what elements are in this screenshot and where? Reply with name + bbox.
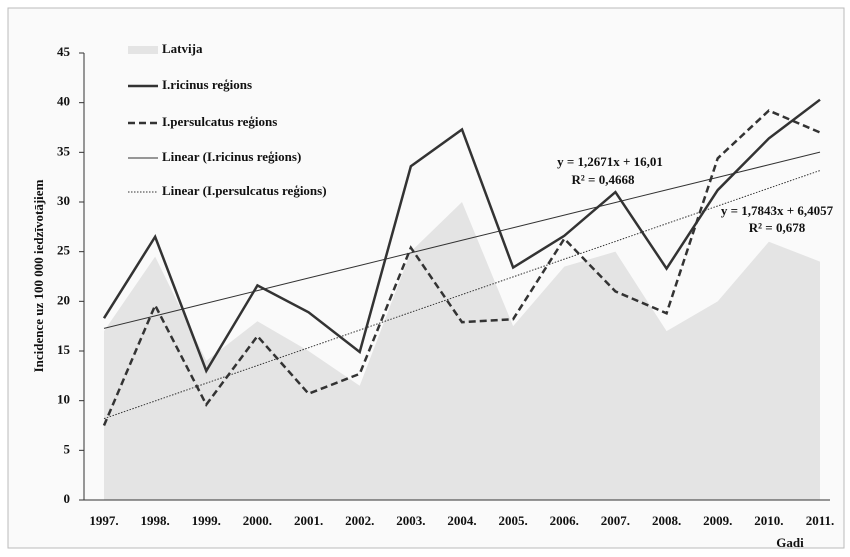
y-tick-label: 40 [57, 94, 70, 109]
x-tick-label: 2001. [294, 513, 323, 528]
legend-label: Linear (I.persulcatus reģions) [162, 183, 327, 198]
line [103, 170, 821, 420]
annotation: R² = 0,678 [749, 220, 806, 235]
legend-label: Latvija [162, 41, 203, 56]
line [103, 151, 821, 329]
x-tick-label: 2005. [499, 513, 528, 528]
x-tick-label: 2007. [601, 513, 630, 528]
y-tick-label: 15 [57, 342, 71, 357]
x-tick-label: 1998. [141, 513, 170, 528]
annotation: y = 1,2671x + 16,01 [557, 154, 663, 169]
x-tick-label: 1997. [89, 513, 118, 528]
x-tick-label: 1999. [192, 513, 221, 528]
x-tick-label: 2006. [550, 513, 579, 528]
annotation: y = 1,7843x + 6,4057 [721, 203, 834, 218]
x-tick-label: 2008. [652, 513, 681, 528]
y-axis-label: Incidence uz 100 000 iedzīvotājiem [31, 179, 46, 372]
y-tick-label: 35 [57, 143, 71, 158]
y-tick-label: 25 [57, 243, 71, 258]
legend-label: I.persulcatus reģions [162, 114, 277, 129]
line [102, 98, 821, 374]
x-tick-label: 2002. [345, 513, 374, 528]
y-tick-label: 10 [57, 392, 70, 407]
x-tick-label: 2003. [396, 513, 425, 528]
legend-label: Linear (I.ricinus reģions) [162, 149, 301, 164]
y-tick-label: 45 [57, 44, 71, 59]
y-tick-label: 0 [64, 491, 71, 506]
annotation: R² = 0,4668 [572, 172, 635, 187]
line [102, 109, 821, 426]
x-tick-label: 2010. [754, 513, 783, 528]
legend-swatch [128, 46, 158, 54]
y-tick-label: 30 [57, 193, 70, 208]
legend-label: I.ricinus reģions [162, 77, 252, 92]
x-tick-label: 2009. [703, 513, 732, 528]
x-tick-label: 2004. [447, 513, 476, 528]
x-tick-label: 2000. [243, 513, 272, 528]
x-axis-label: Gadi [776, 535, 804, 550]
x-tick-label: 2011. [806, 513, 835, 528]
plot: 0 5 10 15 20 25 30 35 40 45 1997. 1998. 1999. 2000. 20… [57, 41, 834, 528]
area [104, 202, 820, 500]
y-tick-label: 20 [57, 292, 70, 307]
y-tick-label: 5 [64, 441, 71, 456]
